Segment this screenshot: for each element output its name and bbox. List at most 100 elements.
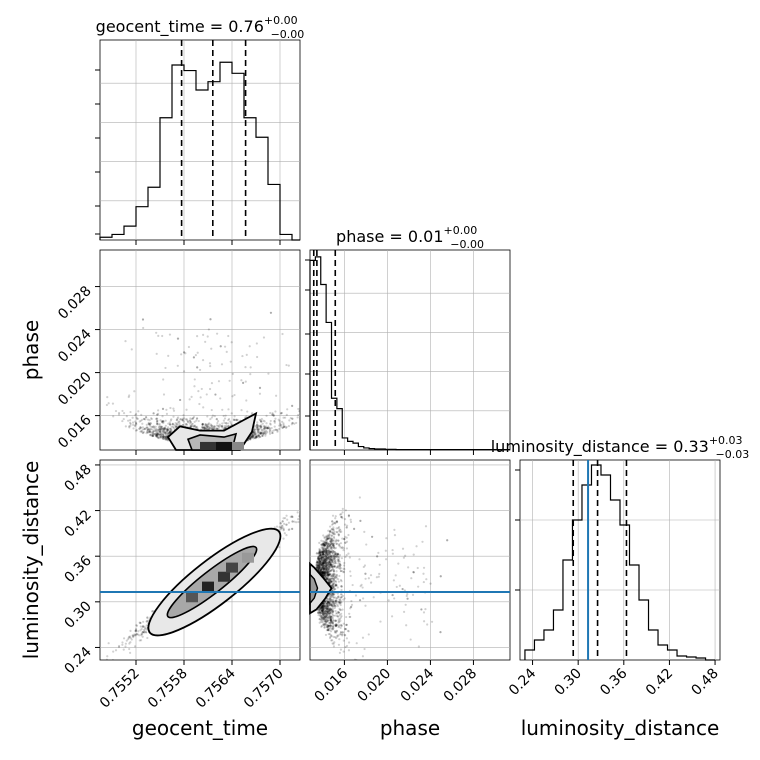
sample-point xyxy=(204,423,207,426)
sample-point xyxy=(261,434,264,437)
sample-point xyxy=(278,419,281,423)
sample-point xyxy=(210,408,213,412)
sample-point xyxy=(148,423,151,426)
sample-point xyxy=(268,430,271,434)
sample-point xyxy=(201,426,204,429)
sample-point xyxy=(260,425,263,429)
sample-point xyxy=(253,428,256,431)
sample-point xyxy=(242,381,245,384)
sample-point xyxy=(279,423,282,426)
sample-point xyxy=(142,431,145,435)
sample-point xyxy=(285,413,288,416)
sample-point xyxy=(106,396,109,399)
sample-point xyxy=(151,434,154,438)
sample-point xyxy=(273,420,276,423)
sample-point xyxy=(278,526,281,529)
sample-point xyxy=(260,425,263,429)
sample-point xyxy=(171,422,174,425)
sample-point xyxy=(155,352,158,355)
sample-point xyxy=(262,431,265,435)
sample-point xyxy=(165,437,168,440)
sample-point xyxy=(128,425,131,428)
sample-point xyxy=(262,427,265,430)
sample-point xyxy=(262,336,266,339)
sample-point xyxy=(138,634,141,637)
sample-point xyxy=(261,422,264,425)
sample-point xyxy=(163,428,166,431)
sample-point xyxy=(133,645,137,648)
sample-point xyxy=(291,417,294,420)
sample-point xyxy=(164,435,167,438)
sample-point xyxy=(214,427,217,430)
sample-point xyxy=(302,398,304,400)
sample-point xyxy=(151,432,155,436)
sample-point xyxy=(164,432,167,435)
sample-point xyxy=(201,423,204,426)
sample-point xyxy=(205,424,209,428)
sample-point xyxy=(302,513,304,515)
sample-point xyxy=(134,423,137,427)
sample-point xyxy=(257,436,260,439)
sample-point xyxy=(158,427,161,431)
sample-point xyxy=(270,426,273,430)
sample-point xyxy=(245,415,248,418)
sample-point xyxy=(215,418,218,421)
sample-point xyxy=(201,426,205,430)
sample-point xyxy=(157,434,160,437)
sample-point xyxy=(295,421,298,425)
sample-point xyxy=(211,425,214,428)
sample-point xyxy=(134,629,138,633)
sample-point xyxy=(107,402,110,405)
sample-point xyxy=(161,435,165,438)
sample-point xyxy=(139,426,142,429)
sample-point xyxy=(262,419,265,422)
sample-point xyxy=(129,410,132,414)
sample-point xyxy=(188,419,192,422)
sample-point xyxy=(279,412,283,415)
sample-point xyxy=(149,430,152,434)
sample-point xyxy=(164,437,167,440)
sample-point xyxy=(269,422,272,425)
sample-point xyxy=(255,432,258,435)
sample-point xyxy=(184,352,187,355)
sample-point xyxy=(265,427,268,430)
sample-point xyxy=(160,425,163,428)
sample-point xyxy=(201,423,204,426)
sample-point xyxy=(149,433,153,436)
sample-point xyxy=(107,642,110,645)
sample-point xyxy=(282,422,285,425)
sample-point xyxy=(161,436,164,439)
sample-point xyxy=(160,420,163,423)
sample-point xyxy=(172,425,175,428)
sample-point xyxy=(222,414,225,418)
sample-point xyxy=(293,422,296,425)
sample-point xyxy=(155,432,158,435)
sample-point xyxy=(177,416,180,419)
sample-point xyxy=(219,397,222,400)
sample-point xyxy=(252,431,255,434)
sample-point xyxy=(230,341,233,344)
sample-point xyxy=(149,422,152,425)
sample-point xyxy=(162,431,166,434)
sample-point xyxy=(299,513,300,516)
sample-point xyxy=(114,409,118,413)
sample-point xyxy=(249,373,252,376)
sample-point xyxy=(152,430,155,433)
sample-point xyxy=(262,432,265,435)
sample-point xyxy=(209,318,212,321)
sample-point xyxy=(258,430,261,434)
sample-point xyxy=(168,431,171,434)
sample-point xyxy=(208,362,212,365)
sample-point xyxy=(241,354,244,358)
sample-point xyxy=(301,410,303,412)
sample-point xyxy=(206,425,209,428)
sample-point xyxy=(210,424,213,427)
sample-point xyxy=(203,427,206,430)
sample-point xyxy=(140,627,143,631)
sample-point xyxy=(169,431,172,434)
sample-point xyxy=(162,421,165,425)
sample-point xyxy=(156,419,159,423)
sample-point xyxy=(250,434,253,437)
sample-point xyxy=(160,426,164,429)
sample-point xyxy=(149,422,152,425)
